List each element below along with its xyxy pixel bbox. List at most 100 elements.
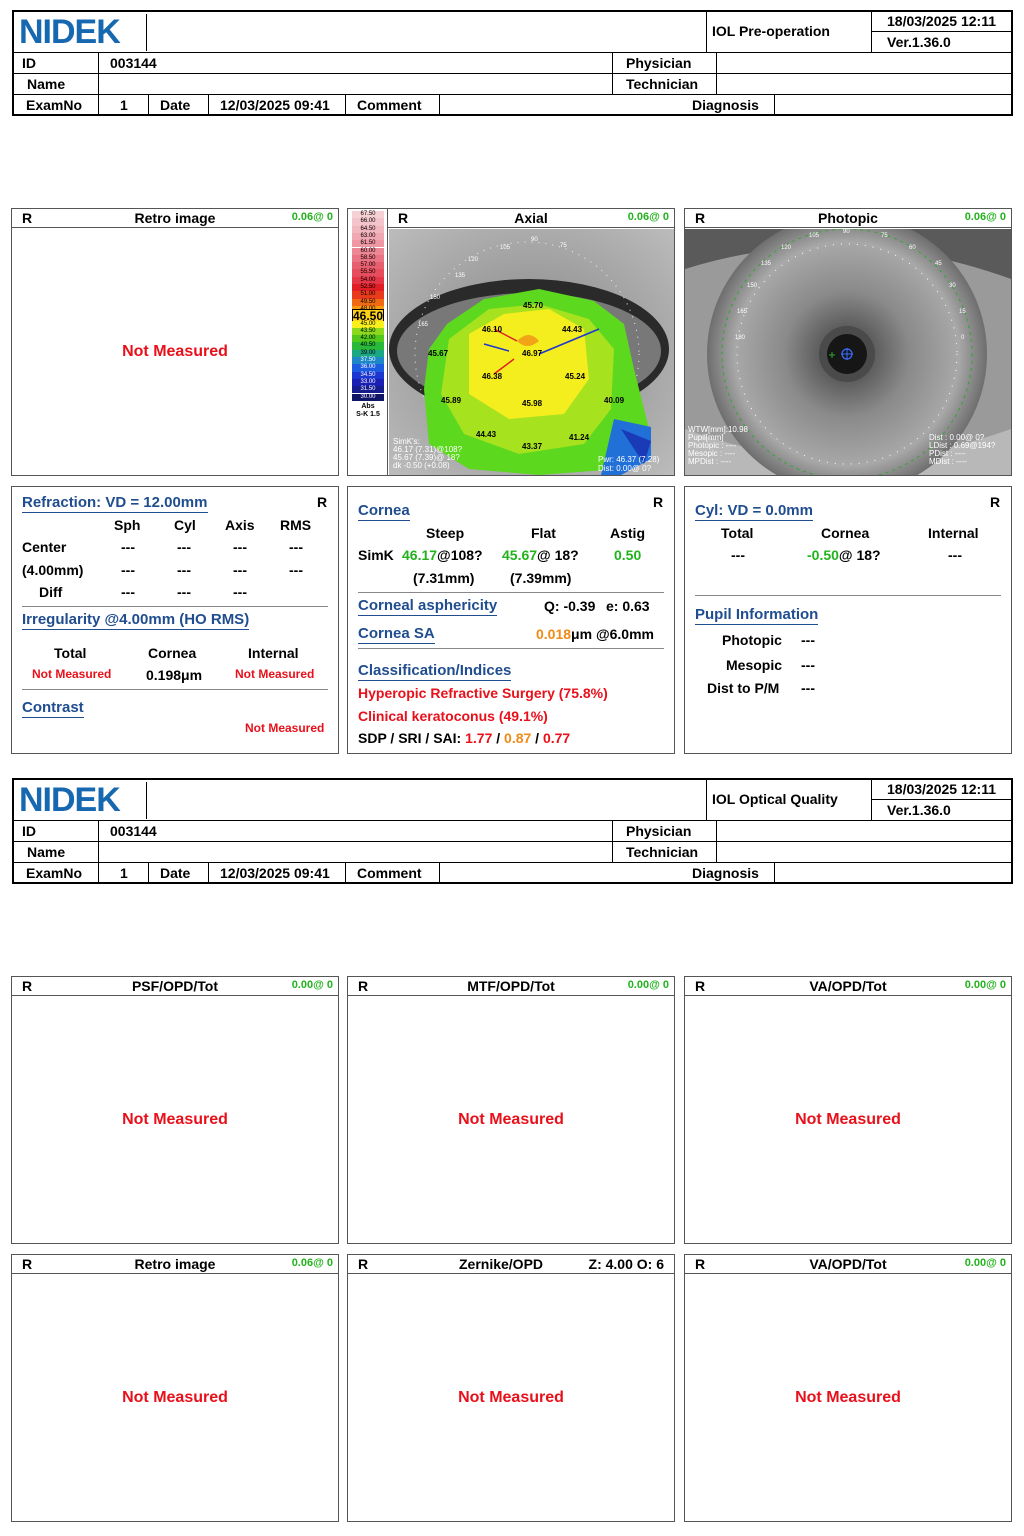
irr-total-value: Not Measured (32, 667, 112, 681)
legend-step: 45.00 (352, 320, 384, 328)
dist-label: Dist to P/M (707, 680, 780, 696)
panel-title: VA/OPD/Tot (809, 1256, 887, 1272)
id-label: ID (22, 55, 36, 71)
center-cyl: --- (177, 539, 191, 555)
flat-radius: (7.39mm) (510, 570, 572, 586)
col-total: Total (721, 525, 754, 541)
report-header-optical-quality: NIDEK IOL Optical Quality 18/03/2025 12:… (12, 778, 1013, 884)
simk-steep: 46.17@108? (402, 547, 483, 563)
col-steep: Steep (426, 525, 465, 541)
refraction-title: Refraction: VD = 12.00mm (22, 494, 208, 513)
legend-step: 36.00 (352, 364, 384, 372)
meridian-angle-label: 105 (809, 233, 820, 239)
panel-scale: 0.00@ 0 (964, 979, 1006, 991)
map-power-value: 45.24 (565, 372, 586, 381)
legend-step: 37.50 (352, 357, 384, 365)
name-label: Name (27, 844, 66, 860)
meridian-angle-label: 150 (430, 295, 441, 301)
eye-indicator: R (22, 1256, 33, 1272)
col-cornea: Cornea (821, 525, 870, 541)
legend-step: 57.00 (352, 262, 384, 270)
report-datetime: 18/03/2025 12:11 (871, 780, 1011, 800)
zernike-panel: R Zernike/OPD Z: 4.00 O: 6 Not Measured (347, 1254, 675, 1522)
diagnosis-label: Diagnosis (692, 865, 759, 881)
va-panel: R VA/OPD/Tot 0.00@ 0 Not Measured (684, 976, 1012, 1244)
not-measured-text: Not Measured (122, 1111, 228, 1128)
legend-step: 51.00 (352, 291, 384, 299)
cornea-sa-title: Cornea SA (358, 625, 435, 644)
steep-radius: (7.31mm) (413, 570, 475, 586)
eye-indicator: R (990, 494, 1001, 510)
meridian-angle-label: 60 (909, 245, 916, 251)
legend-step: 61.50 (352, 240, 384, 248)
eye-indicator: R (358, 1256, 369, 1272)
meridian-angle-label: 90 (531, 237, 538, 243)
irr-cornea-value: 0.198μm (146, 667, 203, 683)
map-power-value: 46.38 (482, 372, 503, 381)
panel-scale: 0.06@ 0 (291, 211, 333, 223)
sdp-sri-sai: SDP / SRI / SAI: 1.77 / 0.87 / 0.77 (358, 730, 571, 746)
cyl-internal-value: --- (948, 547, 962, 563)
asphericity-e: e: 0.63 (606, 598, 650, 614)
va-panel-2: R VA/OPD/Tot 0.00@ 0 Not Measured (684, 1254, 1012, 1522)
not-measured-text: Not Measured (458, 1111, 564, 1128)
legend-step: 63.00 (352, 232, 384, 241)
legend-step: 58.50 (352, 254, 384, 263)
asphericity-title: Corneal asphericity (358, 597, 498, 616)
id-value: 003144 (110, 55, 157, 71)
legend-step: 64.50 (352, 225, 384, 233)
map-power-value: 41.24 (569, 433, 590, 442)
meridian-angle-label: 180 (735, 335, 746, 341)
4mm-sph: --- (121, 562, 135, 578)
legend-step: 34.50 (352, 371, 384, 379)
map-power-value: 45.70 (523, 301, 544, 310)
4mm-rms: --- (289, 562, 303, 578)
asphericity-q: Q: -0.39 (544, 598, 596, 614)
simk-astig: 0.50 (614, 547, 642, 563)
psf-panel: R PSF/OPD/Tot 0.00@ 0 Not Measured (11, 976, 339, 1244)
panel-scale: 0.00@ 0 (964, 1257, 1006, 1269)
meridian-angle-label: 90 (843, 229, 850, 235)
panel-scale: Z: 4.00 O: 6 (588, 1256, 664, 1272)
map-power-value: 46.10 (482, 325, 503, 334)
examno-label: ExamNo (26, 97, 83, 113)
pupil-measurements: WTW[mm]:10.98 Pupil[mm] Photopic : ---- … (688, 425, 749, 466)
col-sph: Sph (114, 517, 141, 533)
report-datetime: 18/03/2025 12:11 (871, 12, 1011, 32)
map-power-value: 45.89 (441, 396, 462, 405)
diff-axis: --- (233, 584, 247, 600)
legend-step-size: S-K 1.5 (356, 410, 380, 418)
mesopic-value: --- (801, 657, 815, 673)
cornea-panel: Cornea R Steep Flat Astig SimK 46.17@108… (347, 486, 675, 754)
comment-label: Comment (357, 865, 422, 881)
row-4mm-label: (4.00mm) (22, 562, 84, 578)
irr-internal-value: Not Measured (235, 667, 315, 681)
legend-step: 39.00 (352, 349, 384, 357)
physician-label: Physician (626, 55, 692, 71)
eye-indicator: R (358, 978, 369, 994)
axial-map-panel: R Axial 0.06@ 0 67.50 66.00 64.50 63.00 61.5… (347, 208, 675, 476)
examno-label: ExamNo (26, 865, 83, 881)
meridian-angle-label: 75 (560, 243, 567, 249)
panel-title: MTF/OPD/Tot (467, 978, 555, 994)
cyl-cornea-value: -0.50@ 18? (807, 547, 881, 563)
irr-col-internal: Internal (248, 645, 299, 661)
power-readout: Pwr: 46.37 (7.28) Dist: 0.00@ 0? (598, 455, 660, 473)
diagnosis-label: Diagnosis (692, 97, 759, 113)
irregularity-title: Irregularity @4.00mm (HO RMS) (22, 611, 250, 630)
cyl-total-value: --- (731, 547, 745, 563)
center-axis: --- (233, 539, 247, 555)
examno-value: 1 (120, 97, 128, 113)
refraction-panel: Refraction: VD = 12.00mm R Sph Cyl Axis … (11, 486, 339, 754)
map-power-value: 43.37 (522, 442, 543, 451)
technician-label: Technician (626, 76, 699, 92)
4mm-axis: --- (233, 562, 247, 578)
panel-title: Zernike/OPD (458, 1256, 544, 1272)
not-measured-text: Not Measured (795, 1111, 901, 1128)
photopic-eye-image (685, 229, 1011, 475)
legend-step: 33.00 (352, 378, 384, 387)
meridian-angle-label: 0 (961, 335, 965, 341)
legend-step: 31.50 (352, 386, 384, 394)
col-cyl: Cyl (174, 517, 196, 533)
map-power-value: 45.67 (428, 349, 449, 358)
